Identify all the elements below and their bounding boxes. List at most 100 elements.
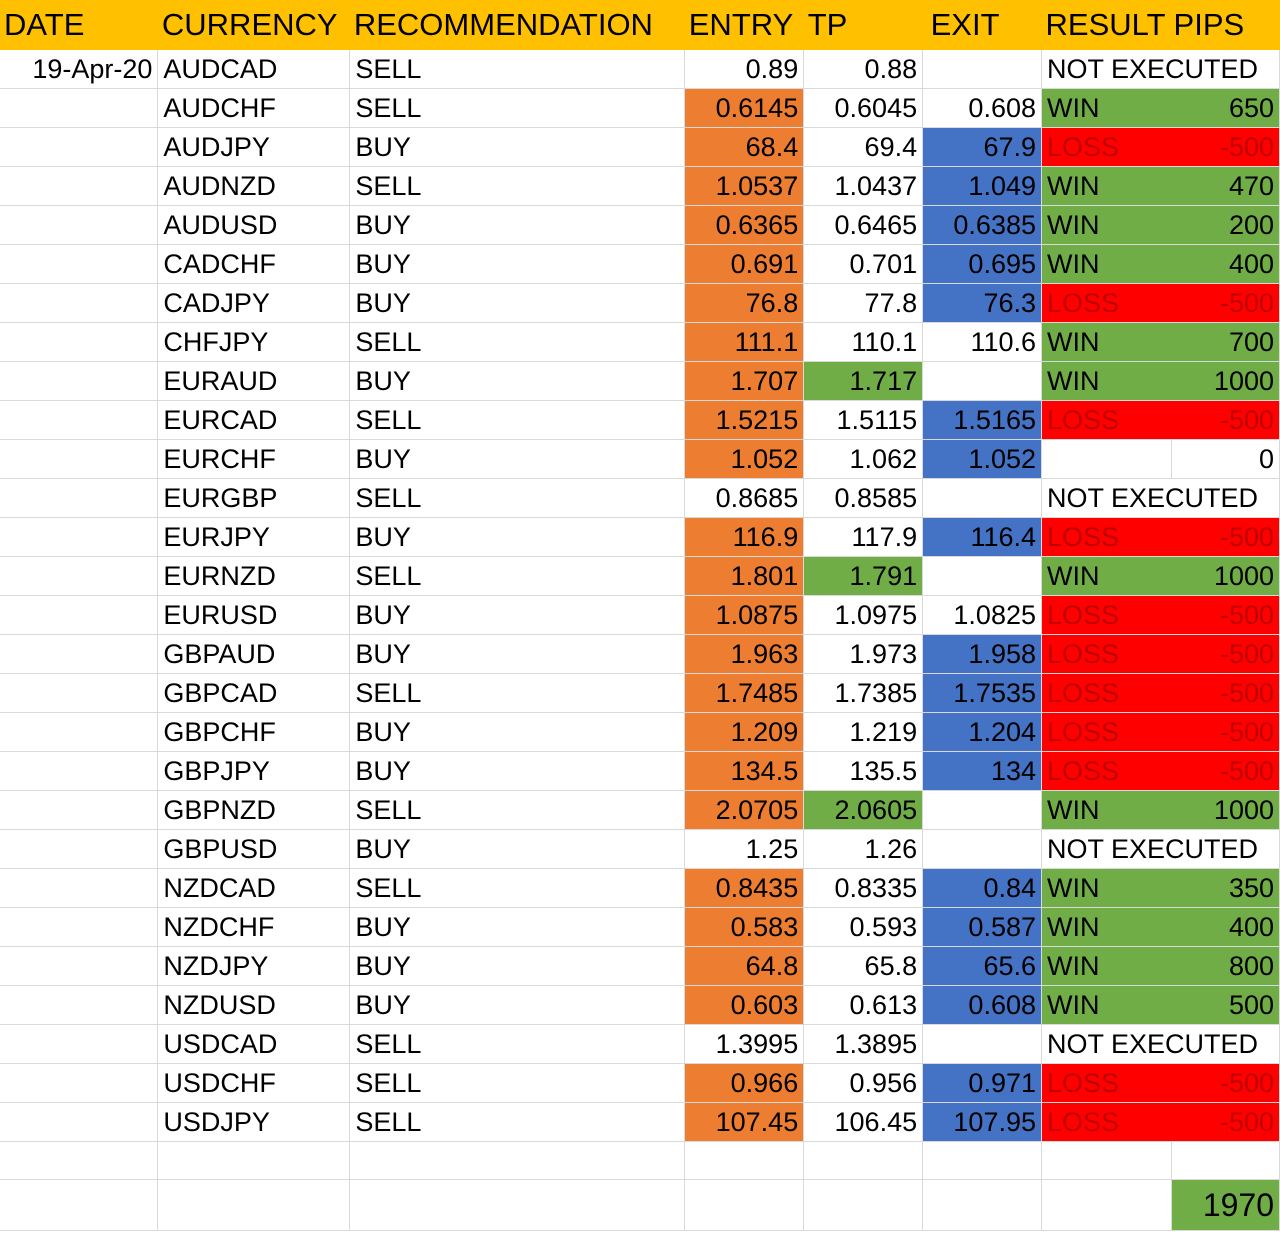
date-cell[interactable] bbox=[0, 283, 159, 323]
result-cell[interactable]: LOSS bbox=[1041, 127, 1172, 167]
cell[interactable] bbox=[1041, 1179, 1172, 1231]
tp-cell[interactable]: 117.9 bbox=[803, 517, 924, 557]
recommendation-cell[interactable]: BUY bbox=[349, 361, 686, 401]
pips-cell[interactable]: -500 bbox=[1171, 1063, 1280, 1103]
recommendation-cell[interactable]: BUY bbox=[349, 595, 686, 635]
result-cell[interactable]: LOSS bbox=[1041, 751, 1172, 791]
currency-cell[interactable]: NZDUSD bbox=[157, 985, 351, 1025]
pips-cell[interactable]: 800 bbox=[1171, 946, 1280, 986]
tp-cell[interactable]: 69.4 bbox=[803, 127, 924, 167]
recommendation-cell[interactable]: SELL bbox=[349, 1102, 686, 1142]
tp-cell[interactable]: 1.219 bbox=[803, 712, 924, 752]
currency-cell[interactable]: EURCHF bbox=[157, 439, 351, 479]
result-cell[interactable]: WIN bbox=[1041, 244, 1172, 284]
currency-cell[interactable]: AUDCHF bbox=[157, 88, 351, 128]
tp-cell[interactable]: 0.701 bbox=[803, 244, 924, 284]
entry-cell[interactable]: 1.0537 bbox=[684, 166, 805, 206]
entry-cell[interactable]: 1.801 bbox=[684, 556, 805, 596]
currency-cell[interactable]: AUDNZD bbox=[157, 166, 351, 206]
cell[interactable] bbox=[922, 1141, 1042, 1180]
recommendation-cell[interactable]: SELL bbox=[349, 88, 686, 128]
header-entry[interactable]: ENTRY bbox=[684, 0, 804, 50]
exit-cell[interactable]: 1.049 bbox=[922, 166, 1042, 206]
header-tp[interactable]: TP bbox=[803, 0, 923, 50]
pips-cell[interactable]: -500 bbox=[1171, 712, 1280, 752]
cell[interactable] bbox=[157, 1179, 351, 1231]
entry-cell[interactable]: 1.25 bbox=[684, 829, 805, 869]
exit-cell[interactable]: 116.4 bbox=[922, 517, 1042, 557]
pips-cell[interactable]: -500 bbox=[1171, 1102, 1280, 1142]
recommendation-cell[interactable]: BUY bbox=[349, 985, 686, 1025]
entry-cell[interactable]: 0.89 bbox=[684, 50, 805, 89]
date-cell[interactable] bbox=[0, 88, 159, 128]
result-cell[interactable]: NOT EXECUTED bbox=[1041, 1024, 1280, 1064]
date-cell[interactable] bbox=[0, 205, 159, 245]
tp-cell[interactable]: 1.791 bbox=[803, 556, 924, 596]
exit-cell[interactable] bbox=[922, 790, 1042, 830]
result-cell[interactable]: WIN bbox=[1041, 946, 1172, 986]
cell[interactable] bbox=[349, 1141, 686, 1180]
exit-cell[interactable]: 0.608 bbox=[922, 88, 1042, 128]
recommendation-cell[interactable]: SELL bbox=[349, 1024, 686, 1064]
result-cell[interactable]: NOT EXECUTED bbox=[1041, 50, 1280, 89]
exit-cell[interactable]: 1.5165 bbox=[922, 400, 1042, 440]
pips-cell[interactable]: -500 bbox=[1171, 751, 1280, 791]
tp-cell[interactable]: 1.5115 bbox=[803, 400, 924, 440]
exit-cell[interactable] bbox=[922, 1024, 1042, 1064]
pips-cell[interactable]: -500 bbox=[1171, 673, 1280, 713]
currency-cell[interactable]: NZDCAD bbox=[157, 868, 351, 908]
entry-cell[interactable]: 111.1 bbox=[684, 322, 805, 362]
entry-cell[interactable]: 2.0705 bbox=[684, 790, 805, 830]
entry-cell[interactable]: 1.209 bbox=[684, 712, 805, 752]
tp-cell[interactable]: 1.0437 bbox=[803, 166, 924, 206]
result-cell[interactable]: WIN bbox=[1041, 166, 1172, 206]
currency-cell[interactable]: AUDUSD bbox=[157, 205, 351, 245]
entry-cell[interactable]: 116.9 bbox=[684, 517, 805, 557]
exit-cell[interactable]: 76.3 bbox=[922, 283, 1042, 323]
tp-cell[interactable]: 1.3895 bbox=[803, 1024, 924, 1064]
result-cell[interactable]: WIN bbox=[1041, 205, 1172, 245]
currency-cell[interactable]: GBPNZD bbox=[157, 790, 351, 830]
pips-cell[interactable]: 400 bbox=[1171, 907, 1280, 947]
currency-cell[interactable]: EURUSD bbox=[157, 595, 351, 635]
entry-cell[interactable]: 107.45 bbox=[684, 1102, 805, 1142]
date-cell[interactable] bbox=[0, 985, 159, 1025]
tp-cell[interactable]: 0.8585 bbox=[803, 478, 924, 518]
result-cell[interactable]: LOSS bbox=[1041, 712, 1172, 752]
tp-cell[interactable]: 1.26 bbox=[803, 829, 924, 869]
currency-cell[interactable]: AUDCAD bbox=[157, 50, 351, 89]
entry-cell[interactable]: 0.8685 bbox=[684, 478, 805, 518]
tp-cell[interactable]: 0.88 bbox=[803, 50, 924, 89]
result-cell[interactable]: LOSS bbox=[1041, 283, 1172, 323]
currency-cell[interactable]: GBPUSD bbox=[157, 829, 351, 869]
entry-cell[interactable]: 0.583 bbox=[684, 907, 805, 947]
currency-cell[interactable]: USDCAD bbox=[157, 1024, 351, 1064]
exit-cell[interactable]: 0.587 bbox=[922, 907, 1042, 947]
tp-cell[interactable]: 1.7385 bbox=[803, 673, 924, 713]
result-cell[interactable]: LOSS bbox=[1041, 673, 1172, 713]
tp-cell[interactable]: 106.45 bbox=[803, 1102, 924, 1142]
currency-cell[interactable]: EURJPY bbox=[157, 517, 351, 557]
date-cell[interactable] bbox=[0, 790, 159, 830]
pips-cell[interactable]: 1000 bbox=[1171, 361, 1280, 401]
pips-cell[interactable]: 0 bbox=[1171, 439, 1280, 479]
date-cell[interactable] bbox=[0, 478, 159, 518]
entry-cell[interactable]: 0.6145 bbox=[684, 88, 805, 128]
currency-cell[interactable]: NZDCHF bbox=[157, 907, 351, 947]
recommendation-cell[interactable]: BUY bbox=[349, 283, 686, 323]
currency-cell[interactable]: CADJPY bbox=[157, 283, 351, 323]
recommendation-cell[interactable]: BUY bbox=[349, 634, 686, 674]
result-cell[interactable]: LOSS bbox=[1041, 1063, 1172, 1103]
date-cell[interactable] bbox=[0, 127, 159, 167]
entry-cell[interactable]: 1.963 bbox=[684, 634, 805, 674]
date-cell[interactable] bbox=[0, 517, 159, 557]
pips-cell[interactable]: 350 bbox=[1171, 868, 1280, 908]
cell[interactable] bbox=[684, 1141, 805, 1180]
entry-cell[interactable]: 0.8435 bbox=[684, 868, 805, 908]
currency-cell[interactable]: CADCHF bbox=[157, 244, 351, 284]
tp-cell[interactable]: 0.613 bbox=[803, 985, 924, 1025]
result-cell[interactable]: WIN bbox=[1041, 88, 1172, 128]
tp-cell[interactable]: 0.593 bbox=[803, 907, 924, 947]
date-cell[interactable] bbox=[0, 244, 159, 284]
date-cell[interactable] bbox=[0, 907, 159, 947]
